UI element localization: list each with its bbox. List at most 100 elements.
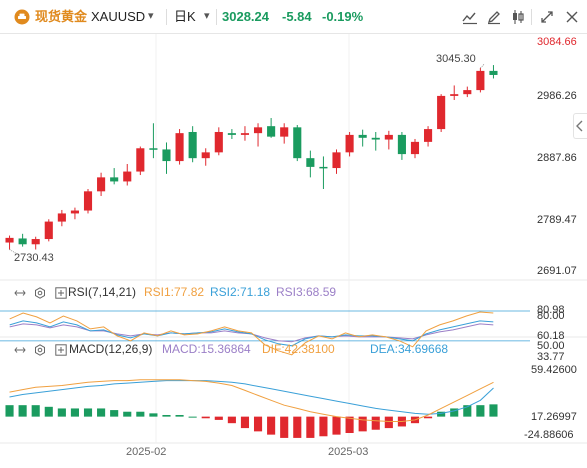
rsi1-line [9, 311, 494, 356]
macd-scale-label: 17.26997 [531, 411, 577, 423]
rsi2-value: RSI2:71.18 [210, 285, 271, 299]
candle-body [5, 237, 14, 243]
candle-body [293, 127, 302, 159]
candle-body [371, 137, 380, 140]
visibility-icon[interactable] [14, 286, 26, 298]
price-change: -5.84 [282, 9, 312, 24]
chart-header: 现货黄金 XAUUSD ▾ 日K ▾ 3028.24 -5.84 -0.19% [0, 0, 587, 34]
symbol-code[interactable]: XAUUSD [91, 9, 146, 24]
macd-bar [70, 408, 79, 417]
candle-body [110, 177, 119, 182]
candle-body [97, 177, 106, 192]
draw-icon[interactable] [484, 7, 504, 27]
close-icon[interactable] [562, 7, 582, 27]
macd-bar [123, 411, 132, 417]
candle-body [463, 90, 472, 95]
candle-body [214, 131, 223, 153]
price-scale-label: 2887.86 [537, 152, 577, 164]
gold-logo-icon [14, 9, 30, 25]
macd-bar [463, 405, 472, 417]
macd-bar [97, 408, 106, 417]
settings-icon[interactable] [34, 343, 46, 356]
candle-body [476, 70, 485, 91]
add-indicator-icon[interactable] [55, 343, 67, 356]
rsi3-value: RSI3:68.59 [276, 285, 337, 299]
candle-body [70, 210, 79, 214]
visibility-icon[interactable] [14, 343, 26, 355]
rsi-scale-label: 60.18 [537, 330, 565, 342]
candle-body [345, 134, 354, 153]
rsi-scale-label: 80.00 [537, 310, 565, 322]
add-indicator-icon[interactable] [55, 286, 67, 299]
candle-body [162, 149, 171, 162]
macd-title[interactable]: MACD(12,26,9) [69, 342, 153, 356]
candle-body [57, 213, 66, 222]
macd-bar [332, 416, 341, 435]
macd-value: MACD:15.36864 [162, 342, 251, 356]
candle-body [410, 141, 420, 155]
candle-body [253, 127, 263, 134]
rsi-scale-label: 50.00 [537, 340, 565, 352]
dif-line [9, 379, 494, 422]
macd-bar [175, 414, 184, 417]
divider [216, 9, 217, 25]
candle-body [123, 171, 132, 182]
candle-body [397, 134, 406, 155]
candle-body [188, 131, 197, 159]
dea-value: DEA:34.69668 [370, 342, 449, 356]
symbol-name[interactable]: 现货黄金 [35, 9, 88, 24]
macd-bar [5, 405, 14, 417]
divider [166, 9, 167, 25]
macd-bar [162, 414, 171, 417]
macd-bar [371, 416, 380, 430]
candle-body [31, 239, 40, 245]
high-marker [480, 63, 485, 69]
macd-bar [345, 416, 354, 434]
macd-scale-label: -24.88606 [524, 429, 574, 441]
collapse-panel-button[interactable] [573, 113, 587, 139]
symbol-dropdown-icon[interactable]: ▾ [148, 10, 154, 22]
period-dropdown-icon[interactable]: ▾ [204, 10, 210, 22]
macd-bar [136, 411, 145, 417]
settings-icon[interactable] [34, 286, 46, 299]
macd-scale-label: 59.42600 [531, 364, 577, 376]
period-selector[interactable]: 日K [174, 9, 196, 24]
price-scale-label: 2789.47 [537, 214, 577, 226]
macd-bar [18, 405, 27, 417]
divider [531, 9, 532, 25]
candle-body [280, 127, 289, 137]
candle-body [149, 148, 158, 150]
macd-bar [83, 408, 93, 417]
candle-body [332, 152, 341, 169]
macd-bar [358, 416, 367, 432]
candle-type-icon[interactable] [508, 7, 528, 27]
last-price: 3028.24 [222, 9, 269, 24]
macd-bar [44, 406, 53, 417]
macd-bar [306, 416, 315, 438]
macd-bar [227, 416, 236, 424]
macd-bar [384, 416, 393, 429]
macd-bar [293, 416, 302, 438]
candle-body [450, 94, 459, 96]
candle-body [136, 148, 145, 172]
price-scale-label: 2986.26 [537, 90, 577, 102]
indicator-icon[interactable] [460, 7, 480, 27]
dif-value: DIF:42.38100 [262, 342, 335, 356]
macd-bar [110, 410, 119, 417]
candle-body [306, 158, 315, 167]
rsi-title[interactable]: RSI(7,14,21) [68, 285, 137, 299]
macd-bar [149, 413, 158, 417]
price-change-pct: -0.19% [322, 9, 364, 24]
candle-body [175, 133, 184, 162]
macd-bar [57, 408, 66, 417]
candle-body [319, 166, 328, 169]
candle-body [437, 95, 446, 130]
dea-line [9, 380, 494, 415]
macd-bar [476, 405, 485, 417]
expand-icon[interactable] [537, 7, 557, 27]
macd-bar [201, 416, 210, 419]
x-axis-label: 2025-02 [126, 446, 167, 458]
x-axis-label: 2025-03 [328, 446, 369, 458]
rsi2-line [9, 320, 494, 347]
